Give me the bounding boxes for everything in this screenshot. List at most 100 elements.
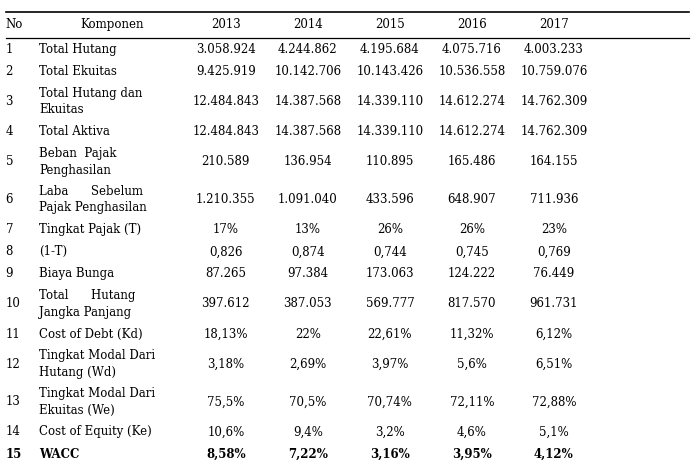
- Text: No: No: [6, 18, 23, 31]
- Text: 0,744: 0,744: [373, 245, 407, 258]
- Text: 8,58%: 8,58%: [206, 448, 246, 461]
- Text: 2016: 2016: [457, 18, 486, 31]
- Text: Pajak Penghasilan: Pajak Penghasilan: [39, 201, 147, 214]
- Text: 14.612.274: 14.612.274: [439, 125, 505, 138]
- Text: Cost of Debt (Kd): Cost of Debt (Kd): [39, 328, 142, 340]
- Text: 961.731: 961.731: [530, 298, 578, 310]
- Text: 0,826: 0,826: [209, 245, 243, 258]
- Text: 14.387.568: 14.387.568: [275, 95, 341, 108]
- Text: 23%: 23%: [541, 223, 567, 236]
- Text: 6,12%: 6,12%: [535, 328, 573, 340]
- Text: Cost of Equity (Ke): Cost of Equity (Ke): [39, 426, 152, 438]
- Text: 5,6%: 5,6%: [457, 358, 486, 371]
- Text: 210.589: 210.589: [202, 155, 250, 168]
- Text: 75,5%: 75,5%: [207, 395, 245, 408]
- Text: 72,11%: 72,11%: [450, 395, 494, 408]
- Text: 648.907: 648.907: [448, 193, 496, 206]
- Text: 13: 13: [6, 395, 20, 408]
- Text: 9.425.919: 9.425.919: [196, 65, 256, 78]
- Text: 817.570: 817.570: [448, 298, 496, 310]
- Text: Beban  Pajak: Beban Pajak: [39, 147, 117, 160]
- Text: 1.210.355: 1.210.355: [196, 193, 256, 206]
- Text: 14: 14: [6, 426, 20, 438]
- Text: 3,16%: 3,16%: [370, 448, 410, 461]
- Text: 12: 12: [6, 358, 20, 371]
- Text: Komponen: Komponen: [80, 18, 144, 31]
- Text: 14.387.568: 14.387.568: [275, 125, 341, 138]
- Text: 10.536.558: 10.536.558: [439, 65, 505, 78]
- Text: 136.954: 136.954: [284, 155, 332, 168]
- Text: WACC: WACC: [39, 448, 79, 461]
- Text: 1.091.040: 1.091.040: [278, 193, 338, 206]
- Text: 711.936: 711.936: [530, 193, 578, 206]
- Text: 3.058.924: 3.058.924: [196, 43, 256, 56]
- Text: 22%: 22%: [295, 328, 321, 340]
- Text: 3: 3: [6, 95, 13, 108]
- Text: 4.244.862: 4.244.862: [278, 43, 338, 56]
- Text: 1: 1: [6, 43, 13, 56]
- Text: 10.759.076: 10.759.076: [521, 65, 587, 78]
- Text: 433.596: 433.596: [366, 193, 414, 206]
- Text: 10: 10: [6, 298, 20, 310]
- Text: 72,88%: 72,88%: [532, 395, 576, 408]
- Text: 6: 6: [6, 193, 13, 206]
- Text: 10.143.426: 10.143.426: [357, 65, 423, 78]
- Text: 14.339.110: 14.339.110: [357, 125, 423, 138]
- Text: Biaya Bunga: Biaya Bunga: [39, 267, 114, 280]
- Text: 12.484.843: 12.484.843: [193, 125, 259, 138]
- Text: Ekuitas (We): Ekuitas (We): [39, 404, 115, 417]
- Text: Penghasilan: Penghasilan: [39, 164, 111, 176]
- Text: Laba      Sebelum: Laba Sebelum: [39, 185, 143, 198]
- Text: 569.777: 569.777: [366, 298, 414, 310]
- Text: 173.063: 173.063: [366, 267, 414, 280]
- Text: 2,69%: 2,69%: [289, 358, 327, 371]
- Text: 5,1%: 5,1%: [539, 426, 569, 438]
- Text: 22,61%: 22,61%: [368, 328, 412, 340]
- Text: 4,6%: 4,6%: [457, 426, 486, 438]
- Text: 18,13%: 18,13%: [204, 328, 248, 340]
- Text: 4.003.233: 4.003.233: [524, 43, 584, 56]
- Text: 2014: 2014: [293, 18, 322, 31]
- Text: 7: 7: [6, 223, 13, 236]
- Text: 26%: 26%: [459, 223, 485, 236]
- Text: 164.155: 164.155: [530, 155, 578, 168]
- Text: 12.484.843: 12.484.843: [193, 95, 259, 108]
- Text: 8: 8: [6, 245, 13, 258]
- Text: 70,5%: 70,5%: [289, 395, 327, 408]
- Text: Total Ekuitas: Total Ekuitas: [39, 65, 117, 78]
- Text: 70,74%: 70,74%: [368, 395, 412, 408]
- Text: 4.075.716: 4.075.716: [442, 43, 502, 56]
- Text: 3,97%: 3,97%: [371, 358, 409, 371]
- Text: Total      Hutang: Total Hutang: [39, 289, 136, 302]
- Text: 110.895: 110.895: [366, 155, 414, 168]
- Text: 124.222: 124.222: [448, 267, 496, 280]
- Text: 87.265: 87.265: [206, 267, 246, 280]
- Text: 15: 15: [6, 448, 22, 461]
- Text: Jangka Panjang: Jangka Panjang: [39, 306, 131, 319]
- Text: 9,4%: 9,4%: [293, 426, 322, 438]
- Text: Total Hutang dan: Total Hutang dan: [39, 87, 142, 100]
- Text: 4: 4: [6, 125, 13, 138]
- Text: 76.449: 76.449: [533, 267, 575, 280]
- Text: 2013: 2013: [211, 18, 240, 31]
- Text: 3,2%: 3,2%: [375, 426, 404, 438]
- Text: 97.384: 97.384: [287, 267, 329, 280]
- Text: 4.195.684: 4.195.684: [360, 43, 420, 56]
- Text: 14.762.309: 14.762.309: [521, 125, 587, 138]
- Text: 0,874: 0,874: [291, 245, 325, 258]
- Text: 2017: 2017: [539, 18, 569, 31]
- Text: 165.486: 165.486: [448, 155, 496, 168]
- Text: 10,6%: 10,6%: [207, 426, 245, 438]
- Text: 4,12%: 4,12%: [534, 448, 574, 461]
- Text: Ekuitas: Ekuitas: [39, 103, 83, 116]
- Text: 0,769: 0,769: [537, 245, 571, 258]
- Text: 3,18%: 3,18%: [207, 358, 245, 371]
- Text: Total Hutang: Total Hutang: [39, 43, 117, 56]
- Text: 14.612.274: 14.612.274: [439, 95, 505, 108]
- Text: Tingkat Modal Dari: Tingkat Modal Dari: [39, 349, 155, 362]
- Text: 0,745: 0,745: [455, 245, 489, 258]
- Text: 397.612: 397.612: [202, 298, 250, 310]
- Text: Tingkat Modal Dari: Tingkat Modal Dari: [39, 387, 155, 400]
- Text: 5: 5: [6, 155, 13, 168]
- Text: 387.053: 387.053: [284, 298, 332, 310]
